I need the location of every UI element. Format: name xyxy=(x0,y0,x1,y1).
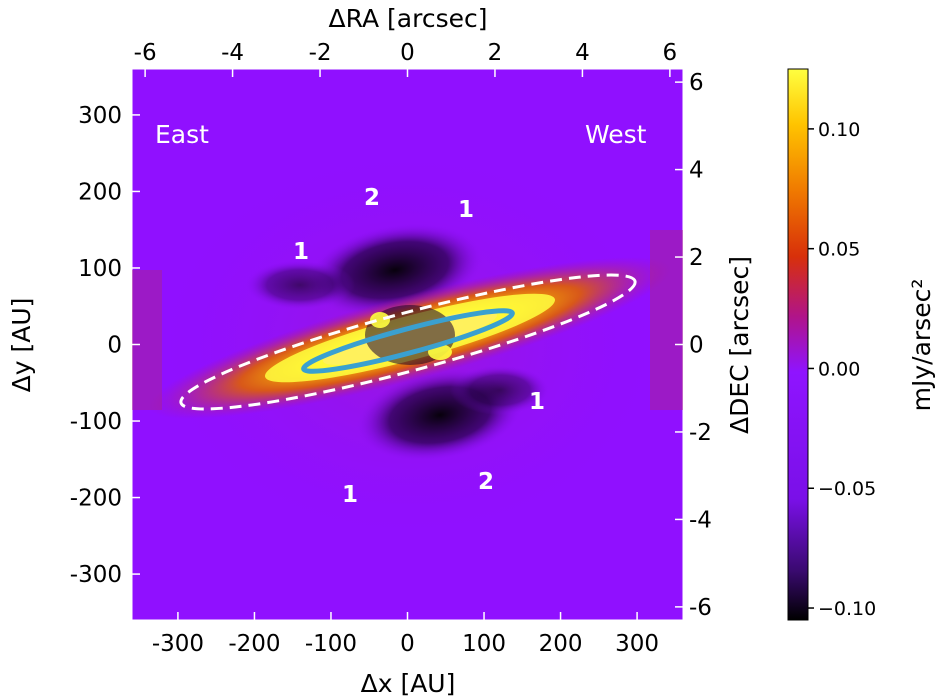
top-tick-label: 2 xyxy=(488,40,503,66)
bottom-tick-label: -200 xyxy=(228,631,280,657)
left-tick-label: -100 xyxy=(70,409,122,435)
top-axis-ticks: -6 -4 -2 0 2 4 6 xyxy=(134,40,678,77)
top-tick-label: -4 xyxy=(221,40,244,66)
top-tick-label: 4 xyxy=(575,40,590,66)
top-tick-label: 0 xyxy=(400,40,415,66)
bottom-tick-label: 300 xyxy=(615,631,659,657)
right-axis-ticks: 6 4 2 0 -2 -4 -6 xyxy=(675,70,712,621)
inner-blue-ellipse xyxy=(301,308,515,374)
right-tick-label: -6 xyxy=(689,595,712,621)
left-tick-label: 100 xyxy=(78,256,122,282)
marker-label: 1 xyxy=(293,239,309,265)
left-tick-label: 300 xyxy=(78,103,122,129)
bottom-tick-label: 100 xyxy=(462,631,506,657)
left-axis-title: Δy [AU] xyxy=(7,298,36,393)
top-tick-label: -2 xyxy=(309,40,332,66)
colorbar-tick-label: 0.10 xyxy=(818,119,860,141)
colorbar-ticks: 0.10 0.05 0.00 −0.05 −0.10 xyxy=(808,119,876,620)
annotation-west: West xyxy=(585,120,647,149)
colorbar-tick-label: −0.05 xyxy=(818,478,876,500)
bottom-axis-title: Δx [AU] xyxy=(361,669,456,698)
top-axis-title: ΔRA [arcsec] xyxy=(329,4,488,33)
colorbar xyxy=(787,68,809,621)
colorbar-tick-label: −0.10 xyxy=(818,598,876,620)
left-tick-label: 200 xyxy=(78,179,122,205)
outer-dashed-ellipse xyxy=(179,273,637,411)
marker-label: 1 xyxy=(458,197,474,223)
right-tick-label: 2 xyxy=(689,245,704,271)
bottom-tick-label: 200 xyxy=(539,631,583,657)
right-tick-label: -2 xyxy=(689,420,712,446)
top-tick-label: 6 xyxy=(663,40,678,66)
bottom-axis-ticks: -300 -200 -100 0 100 200 300 xyxy=(152,612,659,657)
marker-label: 2 xyxy=(364,185,380,211)
top-tick-label: -6 xyxy=(134,40,157,66)
colorbar-title: mJy/arsec² xyxy=(907,279,936,412)
marker-label: 2 xyxy=(478,469,494,495)
right-tick-label: -4 xyxy=(689,507,712,533)
bottom-tick-label: -300 xyxy=(152,631,204,657)
colorbar-tick-label: 0.05 xyxy=(818,239,860,261)
annotation-east: East xyxy=(155,120,209,149)
colorbar-tick-label: 0.00 xyxy=(818,358,860,380)
left-tick-label: 0 xyxy=(107,333,122,359)
right-tick-label: 0 xyxy=(689,333,704,359)
marker-label: 1 xyxy=(342,482,358,508)
right-tick-label: 6 xyxy=(689,70,704,96)
marker-label: 1 xyxy=(529,389,545,415)
left-tick-label: -200 xyxy=(70,486,122,512)
left-tick-label: -300 xyxy=(70,562,122,588)
right-axis-title: ΔDEC [arcsec] xyxy=(725,256,754,434)
bottom-tick-label: -100 xyxy=(305,631,357,657)
heatmap-image xyxy=(132,145,683,545)
bottom-tick-label: 0 xyxy=(400,631,415,657)
left-axis-ticks: 300 200 100 0 -100 -200 -300 xyxy=(70,103,140,588)
right-tick-label: 4 xyxy=(689,158,704,184)
